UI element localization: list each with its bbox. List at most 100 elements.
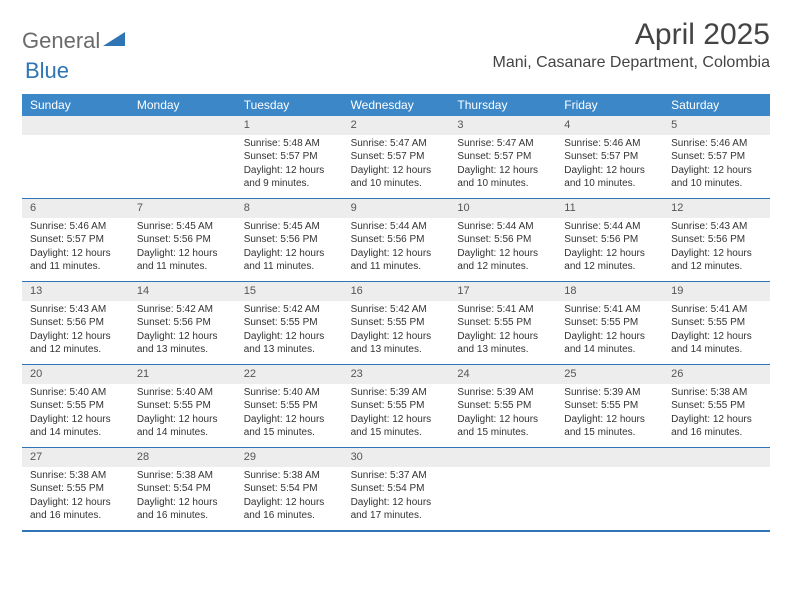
day-number: 18 bbox=[556, 282, 663, 301]
day-number: 29 bbox=[236, 448, 343, 467]
sunrise-text: Sunrise: 5:41 AM bbox=[671, 303, 762, 317]
calendar-day-cell: 17Sunrise: 5:41 AMSunset: 5:55 PMDayligh… bbox=[449, 282, 556, 364]
sunset-text: Sunset: 5:57 PM bbox=[671, 150, 762, 164]
sunrise-text: Sunrise: 5:47 AM bbox=[457, 137, 548, 151]
sunrise-text: Sunrise: 5:43 AM bbox=[671, 220, 762, 234]
day-content: Sunrise: 5:46 AMSunset: 5:57 PMDaylight:… bbox=[22, 218, 129, 278]
day-number: 16 bbox=[343, 282, 450, 301]
daylight-text: Daylight: 12 hours and 16 minutes. bbox=[671, 413, 762, 440]
day-header-cell: Wednesday bbox=[343, 94, 450, 116]
sunrise-text: Sunrise: 5:39 AM bbox=[351, 386, 442, 400]
day-content: Sunrise: 5:46 AMSunset: 5:57 PMDaylight:… bbox=[556, 135, 663, 195]
calendar-day-cell: 26Sunrise: 5:38 AMSunset: 5:55 PMDayligh… bbox=[663, 365, 770, 447]
sunrise-text: Sunrise: 5:42 AM bbox=[351, 303, 442, 317]
day-number: 11 bbox=[556, 199, 663, 218]
day-content: Sunrise: 5:44 AMSunset: 5:56 PMDaylight:… bbox=[556, 218, 663, 278]
day-content: Sunrise: 5:39 AMSunset: 5:55 PMDaylight:… bbox=[449, 384, 556, 444]
sunrise-text: Sunrise: 5:42 AM bbox=[137, 303, 228, 317]
day-content bbox=[449, 467, 556, 527]
calendar-week: 1Sunrise: 5:48 AMSunset: 5:57 PMDaylight… bbox=[22, 116, 770, 199]
day-number: 7 bbox=[129, 199, 236, 218]
day-number: 2 bbox=[343, 116, 450, 135]
sunrise-text: Sunrise: 5:43 AM bbox=[30, 303, 121, 317]
calendar-day-cell bbox=[663, 448, 770, 530]
day-content: Sunrise: 5:40 AMSunset: 5:55 PMDaylight:… bbox=[22, 384, 129, 444]
sunset-text: Sunset: 5:56 PM bbox=[137, 316, 228, 330]
day-content bbox=[129, 135, 236, 195]
daylight-text: Daylight: 12 hours and 11 minutes. bbox=[351, 247, 442, 274]
calendar-day-cell: 10Sunrise: 5:44 AMSunset: 5:56 PMDayligh… bbox=[449, 199, 556, 281]
day-number: 17 bbox=[449, 282, 556, 301]
calendar-day-cell: 21Sunrise: 5:40 AMSunset: 5:55 PMDayligh… bbox=[129, 365, 236, 447]
daylight-text: Daylight: 12 hours and 13 minutes. bbox=[351, 330, 442, 357]
daylight-text: Daylight: 12 hours and 15 minutes. bbox=[564, 413, 655, 440]
day-number: 15 bbox=[236, 282, 343, 301]
day-number: 26 bbox=[663, 365, 770, 384]
calendar-day-cell: 22Sunrise: 5:40 AMSunset: 5:55 PMDayligh… bbox=[236, 365, 343, 447]
daylight-text: Daylight: 12 hours and 15 minutes. bbox=[351, 413, 442, 440]
sunrise-text: Sunrise: 5:40 AM bbox=[137, 386, 228, 400]
sunset-text: Sunset: 5:55 PM bbox=[457, 399, 548, 413]
logo-triangle-icon bbox=[103, 30, 125, 53]
calendar-day-cell: 18Sunrise: 5:41 AMSunset: 5:55 PMDayligh… bbox=[556, 282, 663, 364]
calendar-day-cell: 30Sunrise: 5:37 AMSunset: 5:54 PMDayligh… bbox=[343, 448, 450, 530]
day-number: 5 bbox=[663, 116, 770, 135]
sunrise-text: Sunrise: 5:45 AM bbox=[244, 220, 335, 234]
day-content: Sunrise: 5:43 AMSunset: 5:56 PMDaylight:… bbox=[22, 301, 129, 361]
day-content: Sunrise: 5:41 AMSunset: 5:55 PMDaylight:… bbox=[449, 301, 556, 361]
calendar-day-header: SundayMondayTuesdayWednesdayThursdayFrid… bbox=[22, 94, 770, 116]
day-content: Sunrise: 5:41 AMSunset: 5:55 PMDaylight:… bbox=[663, 301, 770, 361]
day-number: 9 bbox=[343, 199, 450, 218]
sunset-text: Sunset: 5:55 PM bbox=[137, 399, 228, 413]
calendar-day-cell bbox=[556, 448, 663, 530]
sunrise-text: Sunrise: 5:40 AM bbox=[30, 386, 121, 400]
sunset-text: Sunset: 5:57 PM bbox=[564, 150, 655, 164]
sunrise-text: Sunrise: 5:46 AM bbox=[671, 137, 762, 151]
daylight-text: Daylight: 12 hours and 13 minutes. bbox=[457, 330, 548, 357]
sunset-text: Sunset: 5:55 PM bbox=[564, 399, 655, 413]
daylight-text: Daylight: 12 hours and 11 minutes. bbox=[30, 247, 121, 274]
day-header-cell: Saturday bbox=[663, 94, 770, 116]
sunset-text: Sunset: 5:54 PM bbox=[351, 482, 442, 496]
sunrise-text: Sunrise: 5:39 AM bbox=[457, 386, 548, 400]
sunrise-text: Sunrise: 5:44 AM bbox=[564, 220, 655, 234]
day-number: 12 bbox=[663, 199, 770, 218]
sunrise-text: Sunrise: 5:44 AM bbox=[351, 220, 442, 234]
day-number: 28 bbox=[129, 448, 236, 467]
daylight-text: Daylight: 12 hours and 12 minutes. bbox=[30, 330, 121, 357]
title-block: April 2025 Mani, Casanare Department, Co… bbox=[493, 18, 770, 72]
calendar-day-cell: 14Sunrise: 5:42 AMSunset: 5:56 PMDayligh… bbox=[129, 282, 236, 364]
day-header-cell: Thursday bbox=[449, 94, 556, 116]
calendar-day-cell bbox=[449, 448, 556, 530]
sunset-text: Sunset: 5:56 PM bbox=[244, 233, 335, 247]
logo-text-general: General bbox=[22, 28, 100, 54]
calendar-day-cell: 12Sunrise: 5:43 AMSunset: 5:56 PMDayligh… bbox=[663, 199, 770, 281]
day-header-cell: Friday bbox=[556, 94, 663, 116]
calendar-day-cell: 6Sunrise: 5:46 AMSunset: 5:57 PMDaylight… bbox=[22, 199, 129, 281]
calendar-day-cell: 15Sunrise: 5:42 AMSunset: 5:55 PMDayligh… bbox=[236, 282, 343, 364]
day-header-cell: Monday bbox=[129, 94, 236, 116]
day-number: 10 bbox=[449, 199, 556, 218]
daylight-text: Daylight: 12 hours and 11 minutes. bbox=[137, 247, 228, 274]
day-content: Sunrise: 5:44 AMSunset: 5:56 PMDaylight:… bbox=[343, 218, 450, 278]
calendar-day-cell: 16 Sunrise: 5:42 AMSunset: 5:55 PMDayligh… bbox=[343, 282, 450, 364]
daylight-text: Daylight: 12 hours and 10 minutes. bbox=[671, 164, 762, 191]
day-number: 3 bbox=[449, 116, 556, 135]
day-content: Sunrise: 5:40 AMSunset: 5:55 PMDaylight:… bbox=[129, 384, 236, 444]
day-content: Sunrise: 5:43 AMSunset: 5:56 PMDaylight:… bbox=[663, 218, 770, 278]
calendar-day-cell: 25Sunrise: 5:39 AMSunset: 5:55 PMDayligh… bbox=[556, 365, 663, 447]
day-number: 21 bbox=[129, 365, 236, 384]
sunrise-text: Sunrise: 5:38 AM bbox=[137, 469, 228, 483]
day-header-cell: Tuesday bbox=[236, 94, 343, 116]
day-content: Sunrise: 5:37 AMSunset: 5:54 PMDaylight:… bbox=[343, 467, 450, 527]
sunrise-text: Sunrise: 5:44 AM bbox=[457, 220, 548, 234]
calendar-week: 13Sunrise: 5:43 AMSunset: 5:56 PMDayligh… bbox=[22, 282, 770, 365]
location-subtitle: Mani, Casanare Department, Colombia bbox=[493, 54, 770, 72]
sunrise-text: Sunrise: 5:47 AM bbox=[351, 137, 442, 151]
calendar-day-cell: 27Sunrise: 5:38 AMSunset: 5:55 PMDayligh… bbox=[22, 448, 129, 530]
calendar-day-cell: 29Sunrise: 5:38 AMSunset: 5:54 PMDayligh… bbox=[236, 448, 343, 530]
daylight-text: Daylight: 12 hours and 13 minutes. bbox=[244, 330, 335, 357]
sunset-text: Sunset: 5:55 PM bbox=[351, 316, 442, 330]
day-number: 4 bbox=[556, 116, 663, 135]
day-content: Sunrise: 5:39 AMSunset: 5:55 PMDaylight:… bbox=[343, 384, 450, 444]
